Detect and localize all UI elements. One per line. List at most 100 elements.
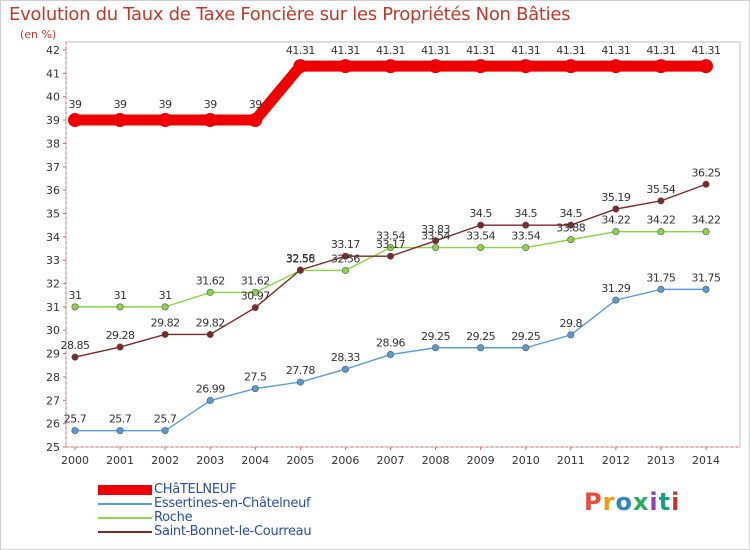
legend-label: Roche — [154, 510, 193, 525]
y-tick-label: 32 — [46, 278, 60, 291]
data-label: 31.62 — [241, 274, 270, 287]
x-tick-label: 2007 — [377, 454, 405, 467]
legend-swatch — [98, 517, 152, 519]
legend-swatch — [98, 531, 152, 533]
data-label: 31.29 — [601, 282, 630, 295]
x-tick-label: 2006 — [331, 454, 359, 467]
series-points — [68, 59, 713, 435]
data-point — [113, 113, 128, 128]
y-tick-label: 36 — [46, 184, 60, 197]
data-point — [158, 113, 173, 128]
legend-swatch — [98, 503, 152, 505]
y-tick-label: 27 — [46, 394, 60, 407]
data-point — [383, 59, 398, 74]
y-tick-label: 33 — [46, 254, 60, 267]
data-label: 41.31 — [421, 44, 450, 57]
data-label: 29.25 — [511, 330, 540, 343]
data-label: 39 — [114, 98, 127, 111]
data-point — [432, 344, 440, 352]
logo-letter: P — [584, 488, 603, 516]
data-label: 29.8 — [560, 317, 583, 330]
data-point — [116, 343, 124, 351]
y-tick-label: 37 — [46, 161, 60, 174]
axes — [65, 41, 741, 448]
data-label: 41.31 — [376, 44, 405, 57]
data-point — [161, 303, 169, 311]
data-point — [477, 244, 485, 252]
y-tick-label: 35 — [46, 207, 60, 220]
series-line-saint-bonnet-le-courreau — [74, 183, 707, 358]
legend-label: Essertines-en-Châtelneuf — [154, 496, 311, 511]
data-label: 25.7 — [154, 413, 177, 426]
data-point — [116, 303, 124, 311]
data-label: 28.33 — [331, 351, 360, 364]
data-point — [251, 288, 259, 296]
data-label: 36.25 — [692, 166, 721, 179]
data-point — [567, 236, 575, 244]
x-tick-label: 2010 — [512, 454, 540, 467]
data-point — [206, 330, 214, 338]
data-label: 27.78 — [286, 364, 315, 377]
y-tick-label: 38 — [46, 137, 60, 150]
data-label: 25.7 — [64, 413, 87, 426]
logo-letter: t — [658, 488, 672, 516]
y-tick-label: 39 — [46, 114, 60, 127]
data-point — [341, 266, 349, 274]
data-point — [612, 205, 620, 213]
data-point — [386, 244, 394, 252]
legend-swatch — [98, 485, 152, 495]
data-point — [432, 237, 440, 245]
data-label: 34.5 — [469, 207, 492, 220]
data-point — [657, 285, 665, 293]
data-point — [522, 244, 530, 252]
data-label: 31.75 — [646, 271, 675, 284]
x-tick-label: 2013 — [647, 454, 675, 467]
data-label: 30.97 — [241, 290, 270, 303]
x-tick-label: 2009 — [467, 454, 495, 467]
data-label: 32.56 — [286, 252, 315, 265]
data-label: 33.54 — [421, 230, 450, 243]
data-label: 34.22 — [601, 214, 630, 227]
data-point — [522, 221, 530, 229]
data-point — [702, 180, 710, 188]
data-point — [473, 59, 488, 74]
data-label: 39 — [204, 98, 217, 111]
data-point — [161, 330, 169, 338]
data-point — [71, 427, 79, 435]
data-point — [296, 266, 304, 274]
data-label: 33.17 — [376, 238, 405, 251]
data-point — [699, 59, 713, 74]
data-point — [341, 252, 349, 260]
data-point — [702, 285, 710, 293]
data-point — [116, 427, 124, 435]
data-label: 29.82 — [151, 316, 180, 329]
data-label: 41.31 — [601, 44, 630, 57]
y-tick-label: 30 — [46, 324, 60, 337]
logo-letter: r — [602, 488, 616, 516]
data-point — [702, 228, 710, 236]
y-tick-label: 31 — [46, 301, 60, 314]
data-label: 29.28 — [106, 329, 135, 342]
data-label: 27.5 — [244, 371, 267, 384]
y-axis-unit-label: (en %) — [20, 28, 57, 41]
proxiti-logo[interactable]: Proxiti — [584, 488, 680, 516]
data-point — [522, 344, 530, 352]
data-label: 33.83 — [421, 223, 450, 236]
data-label: 34.22 — [692, 214, 721, 227]
data-label: 41.31 — [466, 44, 495, 57]
x-tick-label: 2008 — [422, 454, 450, 467]
data-label: 31.62 — [196, 274, 225, 287]
data-label: 29.25 — [421, 330, 450, 343]
data-point — [428, 59, 443, 74]
data-label: 39 — [159, 98, 172, 111]
x-tick-label: 2001 — [106, 454, 134, 467]
data-point — [386, 351, 394, 359]
data-point — [341, 365, 349, 373]
x-tick-label: 2002 — [151, 454, 179, 467]
data-point — [653, 59, 668, 74]
data-label: 34.22 — [646, 214, 675, 227]
data-point — [477, 221, 485, 229]
data-point — [608, 59, 623, 74]
logo-letter: o — [615, 488, 633, 516]
data-point — [518, 59, 533, 74]
